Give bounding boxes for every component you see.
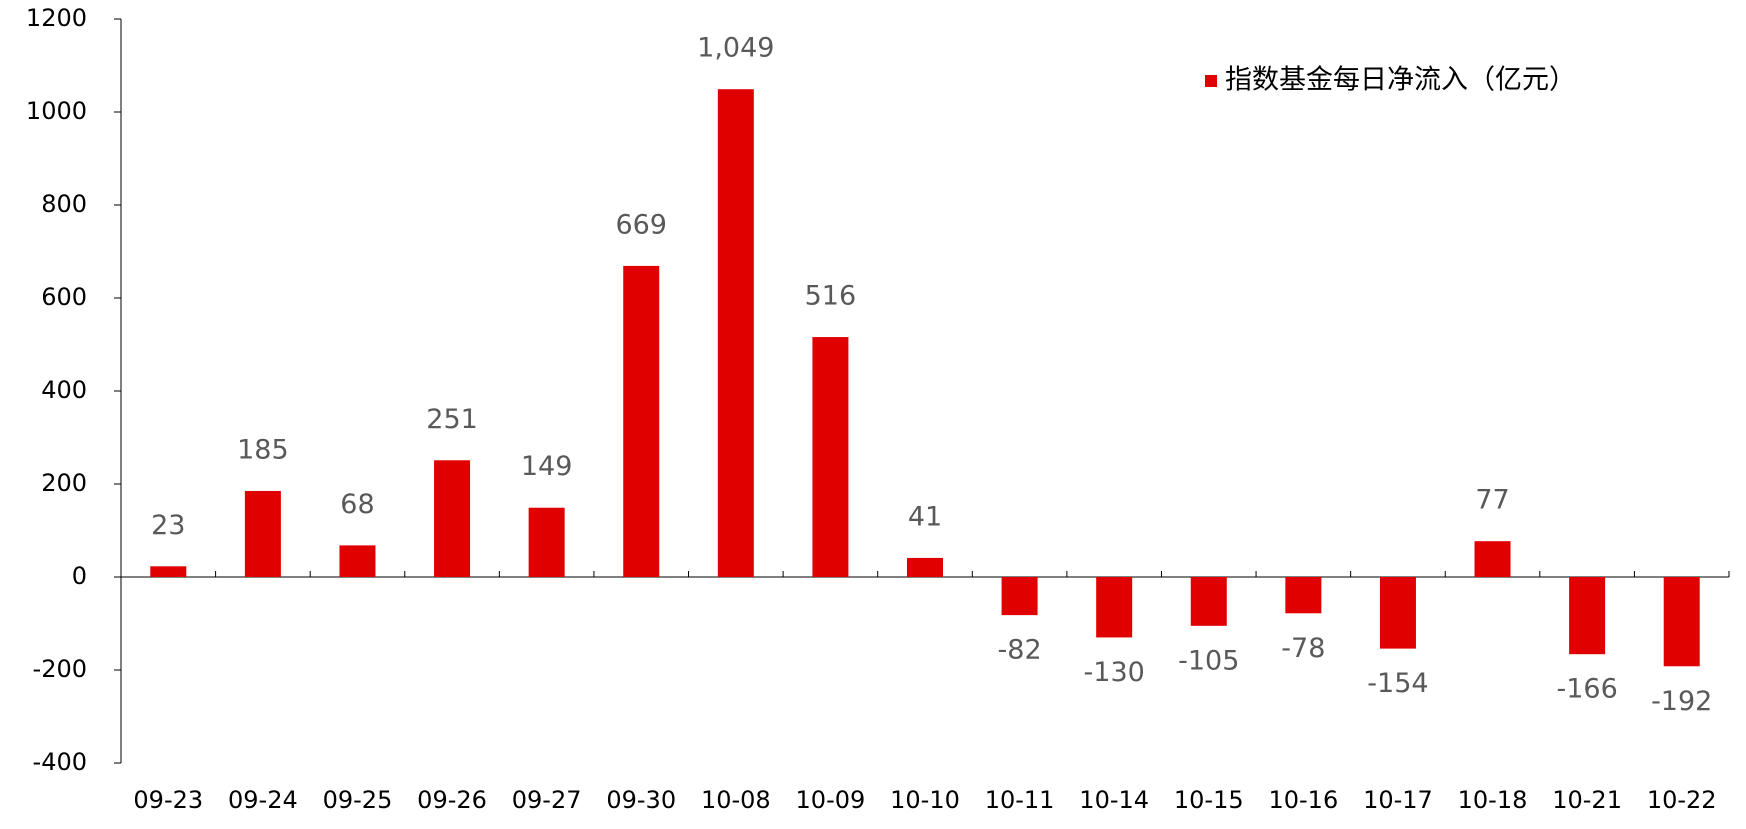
bar <box>1663 577 1700 667</box>
value-label: 185 <box>237 434 289 465</box>
bar <box>1569 577 1606 655</box>
y-tick-label: 1000 <box>26 97 87 125</box>
y-tick-label: -200 <box>33 655 87 683</box>
x-tick-label: 10-08 <box>701 786 771 814</box>
x-tick-label: 09-24 <box>228 786 298 814</box>
x-tick-label: 09-25 <box>323 786 393 814</box>
bar <box>244 490 281 577</box>
y-tick-label: -400 <box>33 748 87 776</box>
y-tick-label: 200 <box>41 469 87 497</box>
x-tick-label: 10-21 <box>1552 786 1622 814</box>
x-tick-label: 09-30 <box>606 786 676 814</box>
value-label: 669 <box>615 209 667 240</box>
value-label: 251 <box>426 404 478 435</box>
value-label: 149 <box>521 451 573 482</box>
value-label: 1,049 <box>697 33 774 64</box>
value-label: 23 <box>151 510 185 541</box>
bar <box>1096 577 1133 638</box>
value-label: -166 <box>1556 674 1617 705</box>
value-label: -78 <box>1281 633 1325 664</box>
x-tick-label: 10-22 <box>1647 786 1717 814</box>
x-tick-label: 10-09 <box>796 786 866 814</box>
bar <box>150 566 187 577</box>
x-tick-label: 10-11 <box>985 786 1055 814</box>
y-tick-label: 400 <box>41 376 87 404</box>
bar <box>717 89 754 577</box>
bar <box>339 545 376 577</box>
bar <box>1474 541 1511 577</box>
value-label: 516 <box>805 281 857 312</box>
value-label: -154 <box>1367 668 1428 699</box>
x-tick-label: 09-27 <box>512 786 582 814</box>
y-tick-label: 800 <box>41 190 87 218</box>
value-label: -105 <box>1178 645 1239 676</box>
x-tick-label: 10-16 <box>1268 786 1338 814</box>
value-label: 68 <box>340 489 374 520</box>
y-tick-label: 0 <box>72 562 87 590</box>
x-tick-label: 10-17 <box>1363 786 1433 814</box>
x-tick-label: 09-23 <box>133 786 203 814</box>
value-label: 41 <box>908 501 942 532</box>
bar <box>1285 577 1322 614</box>
bar <box>1379 577 1416 649</box>
value-label: -82 <box>998 635 1042 666</box>
bar <box>1001 577 1038 616</box>
bar <box>1190 577 1227 626</box>
legend-label: 指数基金每日净流入（亿元） <box>1225 65 1576 96</box>
value-label: 77 <box>1475 485 1509 516</box>
legend-swatch <box>1205 75 1217 87</box>
x-tick-label: 10-14 <box>1079 786 1149 814</box>
bar <box>623 265 660 577</box>
x-tick-label: 10-15 <box>1174 786 1244 814</box>
bar <box>812 337 849 577</box>
y-tick-label: 600 <box>41 283 87 311</box>
x-tick-label: 10-18 <box>1458 786 1528 814</box>
x-tick-label: 10-10 <box>890 786 960 814</box>
bar <box>907 557 943 577</box>
value-label: -192 <box>1651 686 1712 717</box>
bar <box>434 460 471 577</box>
value-label: -130 <box>1084 657 1145 688</box>
x-tick-label: 09-26 <box>417 786 487 814</box>
bar <box>528 507 565 577</box>
y-tick-label: 1200 <box>26 4 87 32</box>
